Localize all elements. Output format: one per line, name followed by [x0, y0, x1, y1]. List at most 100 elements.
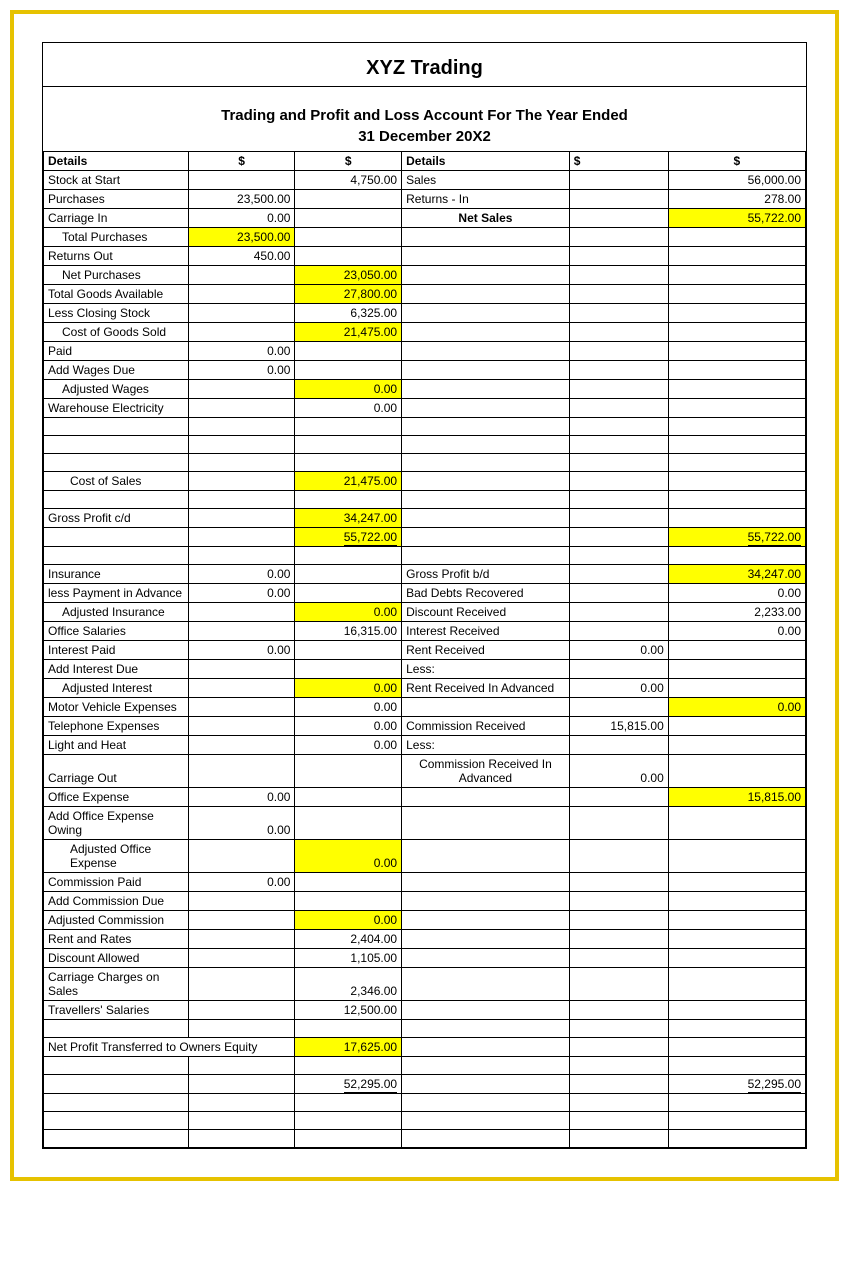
lbl-less1: Less: — [402, 660, 570, 679]
val-bad-debts: 0.00 — [668, 584, 805, 603]
lbl-net-purchases: Net Purchases — [44, 266, 189, 285]
val-discount-received: 2,233.00 — [668, 603, 805, 622]
lbl-telephone: Telephone Expenses — [44, 717, 189, 736]
lbl-carriage-charges: Carriage Charges on Sales — [44, 968, 189, 1001]
val-rent-rates: 2,404.00 — [295, 930, 402, 949]
val-interest-received: 0.00 — [668, 622, 805, 641]
lbl-rent-adv: Rent Received In Advanced — [402, 679, 570, 698]
val-warehouse-elec: 0.00 — [295, 399, 402, 418]
lbl-discount-allowed: Discount Allowed — [44, 949, 189, 968]
lbl-gross-profit-cd: Gross Profit c/d — [44, 509, 189, 528]
val-gross-profit-bd: 34,247.00 — [668, 565, 805, 584]
val-adj-commission: 0.00 — [295, 911, 402, 930]
lbl-returns-out: Returns Out — [44, 247, 189, 266]
lbl-add-wages-due: Add Wages Due — [44, 361, 189, 380]
val-left-total2: 52,295.00 — [295, 1075, 402, 1094]
lbl-sales: Sales — [402, 171, 570, 190]
val-cogs: 21,475.00 — [295, 323, 402, 342]
lbl-total-purchases: Total Purchases — [44, 228, 189, 247]
val-telephone: 0.00 — [295, 717, 402, 736]
val-travellers: 12,500.00 — [295, 1001, 402, 1020]
val-total-goods: 27,800.00 — [295, 285, 402, 304]
subtitle-line-2: 31 December 20X2 — [43, 126, 806, 147]
val-stock-start: 4,750.00 — [295, 171, 402, 190]
val-carriage-in: 0.00 — [188, 209, 295, 228]
val-commission-net: 15,815.00 — [668, 788, 805, 807]
val-right-total2: 52,295.00 — [668, 1075, 805, 1094]
lbl-adj-commission: Adjusted Commission — [44, 911, 189, 930]
val-light-heat: 0.00 — [295, 736, 402, 755]
lbl-total-goods: Total Goods Available — [44, 285, 189, 304]
lbl-paid: Paid — [44, 342, 189, 361]
lbl-stock-start: Stock at Start — [44, 171, 189, 190]
val-insurance: 0.00 — [188, 565, 295, 584]
val-office-salaries: 16,315.00 — [295, 622, 402, 641]
subtitle-line-1: Trading and Profit and Loss Account For … — [43, 105, 806, 126]
val-cost-of-sales: 21,475.00 — [295, 472, 402, 491]
lbl-net-sales: Net Sales — [402, 209, 570, 228]
hdr-details-right: Details — [402, 152, 570, 171]
val-paid: 0.00 — [188, 342, 295, 361]
lbl-carriage-out: Carriage Out — [44, 755, 189, 788]
hdr-details-left: Details — [44, 152, 189, 171]
hdr-dollar-1: $ — [188, 152, 295, 171]
lbl-commission-paid: Commission Paid — [44, 873, 189, 892]
lbl-add-interest-due: Add Interest Due — [44, 660, 189, 679]
val-returns-in: 278.00 — [668, 190, 805, 209]
val-purchases: 23,500.00 — [188, 190, 295, 209]
header-row: Details $ $ Details $ $ — [44, 152, 806, 171]
val-total-purchases: 23,500.00 — [188, 228, 295, 247]
page-outer: XYZ Trading Trading and Profit and Loss … — [10, 10, 839, 1181]
lbl-light-heat: Light and Heat — [44, 736, 189, 755]
hdr-dollar-3: $ — [569, 152, 668, 171]
hdr-dollar-4: $ — [668, 152, 805, 171]
val-right-total: 55,722.00 — [668, 528, 805, 547]
lbl-discount-received: Discount Received — [402, 603, 570, 622]
lbl-purchases: Purchases — [44, 190, 189, 209]
lbl-rent-rates: Rent and Rates — [44, 930, 189, 949]
lbl-travellers: Travellers' Salaries — [44, 1001, 189, 1020]
val-interest-paid: 0.00 — [188, 641, 295, 660]
lbl-interest-paid: Interest Paid — [44, 641, 189, 660]
lbl-less-payment-adv: less Payment in Advance — [44, 584, 189, 603]
lbl-gross-profit-bd: Gross Profit b/d — [402, 565, 570, 584]
lbl-add-commission-due: Add Commission Due — [44, 892, 189, 911]
val-rent-received: 0.00 — [569, 641, 668, 660]
lbl-net-profit: Net Profit Transferred to Owners Equity — [44, 1038, 295, 1057]
lbl-interest-received: Interest Received — [402, 622, 570, 641]
company-title: XYZ Trading — [43, 43, 806, 87]
val-gross-profit-cd: 34,247.00 — [295, 509, 402, 528]
lbl-carriage-in: Carriage In — [44, 209, 189, 228]
lbl-commission-adv: Commission Received In Advanced — [402, 755, 570, 788]
lbl-adj-insurance: Adjusted Insurance — [44, 603, 189, 622]
lbl-insurance: Insurance — [44, 565, 189, 584]
val-adj-interest: 0.00 — [295, 679, 402, 698]
lbl-adjusted-wages: Adjusted Wages — [44, 380, 189, 399]
val-sales: 56,000.00 — [668, 171, 805, 190]
lbl-office-salaries: Office Salaries — [44, 622, 189, 641]
lbl-adj-office: Adjusted Office Expense — [44, 840, 189, 873]
val-carriage-charges: 2,346.00 — [295, 968, 402, 1001]
val-commission-paid: 0.00 — [188, 873, 295, 892]
val-add-office-owing: 0.00 — [188, 807, 295, 840]
val-discount-allowed: 1,105.00 — [295, 949, 402, 968]
val-net-sales: 55,722.00 — [668, 209, 805, 228]
lbl-rent-received: Rent Received — [402, 641, 570, 660]
val-adj-insurance: 0.00 — [295, 603, 402, 622]
lbl-warehouse-elec: Warehouse Electricity — [44, 399, 189, 418]
lbl-cogs: Cost of Goods Sold — [44, 323, 189, 342]
lbl-bad-debts: Bad Debts Recovered — [402, 584, 570, 603]
val-rent-adv: 0.00 — [569, 679, 668, 698]
val-returns-out: 450.00 — [188, 247, 295, 266]
val-commission-recv: 15,815.00 — [569, 717, 668, 736]
val-commission-adv: 0.00 — [569, 755, 668, 788]
val-adj-office: 0.00 — [295, 840, 402, 873]
statement-subtitle: Trading and Profit and Loss Account For … — [43, 87, 806, 151]
val-add-wages-due: 0.00 — [188, 361, 295, 380]
hdr-dollar-2: $ — [295, 152, 402, 171]
lbl-office-expense: Office Expense — [44, 788, 189, 807]
val-motor-vehicle: 0.00 — [295, 698, 402, 717]
val-less-payment-adv: 0.00 — [188, 584, 295, 603]
lbl-less2: Less: — [402, 736, 570, 755]
ledger-table: Details $ $ Details $ $ Stock at Start 4,… — [43, 151, 806, 1148]
